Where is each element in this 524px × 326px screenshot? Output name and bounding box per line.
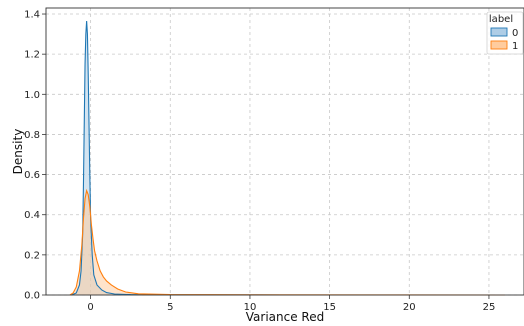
x-tick-label: 15 (323, 302, 336, 313)
y-axis-label: Density (11, 129, 25, 175)
y-tick-label: 0.4 (24, 210, 40, 221)
y-tick-label: 0.8 (24, 130, 40, 141)
legend-label-1: 1 (512, 41, 518, 52)
series-line-1 (69, 188, 505, 296)
x-tick-label: 5 (167, 302, 173, 313)
series-layer (69, 21, 505, 296)
legend-title: label (489, 14, 513, 25)
x-tick-label: 0 (87, 302, 93, 313)
x-axis-label: Variance Red (246, 310, 324, 324)
legend-swatch-1 (490, 40, 508, 50)
series-line-0 (71, 21, 505, 296)
y-tick-label: 1.2 (24, 50, 40, 61)
legend-swatch-0 (490, 27, 508, 37)
y-tick-label: 0.0 (24, 291, 40, 302)
y-tick-label: 0.6 (24, 170, 40, 181)
y-tick-label: 1.4 (24, 10, 40, 21)
series-fill-0 (71, 21, 505, 296)
y-tick-label: 0.2 (24, 250, 40, 261)
legend-label-0: 0 (512, 28, 518, 39)
grid (46, 8, 524, 296)
ticks: 0 5 10 15 20 25 0.0 0.2 0.4 0.6 0.8 1.0 1.2 1.4 (24, 10, 495, 313)
legend: label 01 (486, 11, 524, 55)
legend-items: 01 (490, 27, 518, 52)
series-fill-1 (69, 190, 505, 295)
x-tick-label: 25 (483, 302, 496, 313)
plot-frame (45, 7, 524, 296)
x-tick-label: 20 (403, 302, 416, 313)
x-tick-label: 10 (244, 302, 257, 313)
y-tick-label: 1.0 (24, 90, 40, 101)
